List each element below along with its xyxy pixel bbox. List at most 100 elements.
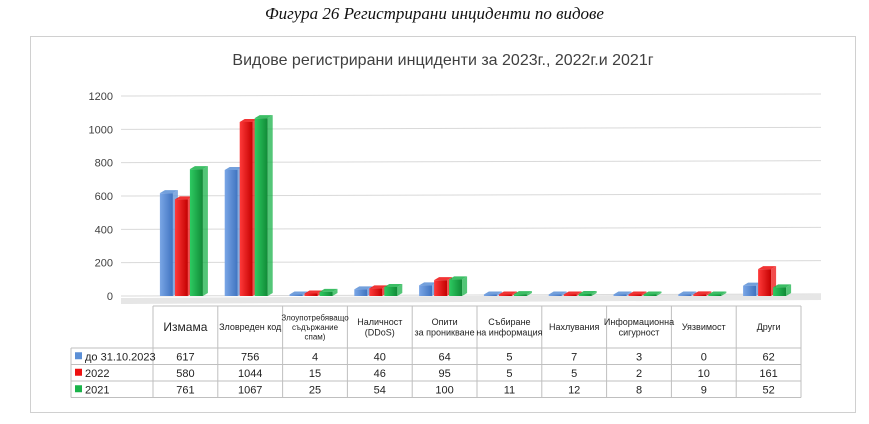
category-label-line: Измама (163, 320, 207, 334)
bar-side (511, 291, 517, 296)
bar-front (613, 294, 627, 296)
bar (643, 291, 662, 296)
bar-front (693, 294, 707, 296)
bar-top (678, 291, 697, 295)
bar-chart: Видове регистрирани инциденти за 2023г.,… (70, 52, 822, 398)
data-label: 10 (698, 368, 710, 380)
category-label-line: Информационна (604, 317, 674, 327)
bar-front (678, 294, 692, 296)
bar-side (462, 276, 468, 296)
bar-front (319, 291, 333, 296)
gridline (120, 93, 822, 97)
bar-front (513, 294, 527, 296)
bar-top (159, 190, 178, 194)
bar-front (483, 294, 497, 296)
data-label: 12 (568, 384, 580, 396)
bar-front (578, 294, 592, 296)
data-label: 64 (438, 351, 450, 363)
bar-top (483, 291, 502, 295)
category-label: Уязвимост (682, 322, 726, 332)
bar-front (434, 280, 448, 296)
bar (384, 284, 403, 296)
bar-top (578, 291, 597, 294)
bar-front (159, 193, 173, 296)
chart-title: Видове регистрирани инциденти за 2023г.,… (232, 52, 653, 69)
category-label: Опити за проникване (415, 317, 475, 338)
data-label: 62 (762, 351, 774, 363)
bar-top (743, 282, 762, 286)
bar (578, 291, 597, 296)
bar-side (656, 291, 662, 296)
bar (513, 291, 532, 296)
legend-entry: 2021 (85, 384, 109, 396)
bar-top (254, 115, 273, 119)
bar-top (498, 291, 517, 295)
data-label: 0 (701, 351, 707, 363)
bar-top (384, 284, 403, 287)
category-label-line: Нахлувания (549, 322, 599, 332)
bar-top (369, 285, 388, 289)
bar-side (496, 291, 502, 296)
data-label: 761 (176, 384, 194, 396)
bar (678, 291, 697, 296)
bar (773, 284, 792, 296)
bar-top (224, 167, 243, 170)
data-label: 7 (571, 351, 577, 363)
data-label: 5 (571, 368, 577, 380)
data-label: 4 (312, 351, 318, 363)
category-label: Зловреден код (219, 322, 282, 332)
bar-front (563, 294, 577, 296)
bar (434, 277, 453, 296)
chart-floor (121, 294, 821, 304)
y-tick-label: 600 (95, 191, 113, 203)
data-label: 580 (176, 368, 194, 380)
bar-front (354, 289, 368, 296)
data-label: 15 (309, 368, 321, 380)
y-tick-label: 200 (95, 258, 113, 270)
bar-top (693, 291, 712, 295)
bar (449, 276, 468, 296)
bar-top (239, 119, 258, 122)
data-label: 25 (309, 384, 321, 396)
y-axis: 0 200 400 600 800 1000 1200 (89, 91, 113, 303)
legend-swatch (75, 368, 82, 376)
bar-side (202, 166, 208, 296)
category-label-line: на информация (476, 327, 542, 337)
bar-top (434, 277, 453, 281)
data-label: 1044 (238, 368, 262, 380)
category-label: Събиране на информация (476, 317, 542, 338)
bar-top (758, 266, 777, 270)
bar-top (319, 288, 338, 292)
bar-side (626, 291, 632, 296)
category-label-line: Злоупотребяващо (281, 313, 349, 322)
category-label-line: съдържание (292, 323, 339, 332)
bar-top (513, 291, 532, 295)
bar-top (449, 276, 468, 280)
bar-side (706, 291, 712, 296)
chart-frame: Видове регистрирани инциденти за 2023г.,… (30, 36, 856, 413)
legend-entry: до 31.10.2023 (85, 351, 156, 363)
bar-front (254, 118, 268, 297)
category-label: Информационна сигурност (604, 317, 674, 338)
bar-side (561, 291, 567, 296)
category-label: Измама (163, 320, 207, 334)
data-label: 161 (759, 368, 777, 380)
bar-front (189, 169, 203, 296)
data-label: 5 (506, 351, 512, 363)
data-label: 1067 (238, 384, 262, 396)
bar-top (643, 291, 662, 295)
bar-front (449, 279, 463, 296)
bar-front (643, 294, 657, 296)
data-label: 756 (241, 351, 259, 363)
gridline (120, 160, 822, 164)
bars (159, 115, 792, 297)
category-label-line: Събиране (488, 317, 530, 327)
data-label: 617 (176, 351, 194, 363)
bar (189, 166, 208, 296)
bar-top (708, 291, 727, 295)
bar-top (189, 166, 208, 170)
data-label: 46 (374, 368, 386, 380)
floor-plane (121, 294, 821, 304)
bar-front (548, 294, 562, 296)
